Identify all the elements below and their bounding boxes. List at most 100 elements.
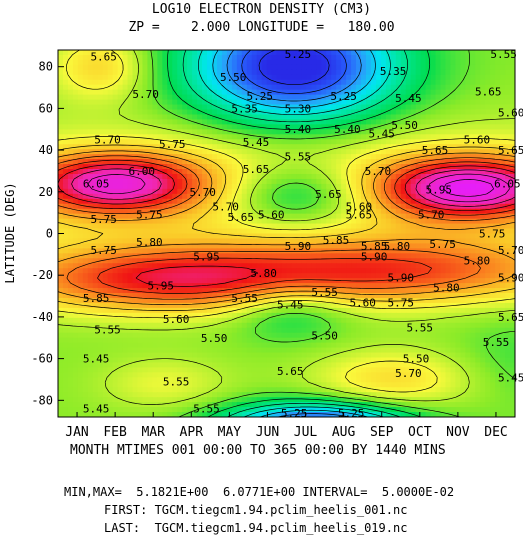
fill-cell xyxy=(261,183,268,190)
fill-cell xyxy=(256,69,263,76)
fill-cell xyxy=(311,173,317,180)
fill-cell xyxy=(316,223,322,230)
fill-cell xyxy=(77,307,84,314)
fill-cell xyxy=(231,159,238,165)
fill-cell xyxy=(281,198,288,205)
fill-cell xyxy=(271,213,278,220)
fill-cell xyxy=(192,169,198,175)
fill-cell xyxy=(112,183,119,190)
fill-cell xyxy=(192,144,198,150)
fill-cell xyxy=(296,208,302,215)
fill-cell xyxy=(216,129,223,135)
fill-cell xyxy=(137,109,144,116)
fill-cell xyxy=(172,50,178,56)
fill-cell xyxy=(182,268,188,274)
fill-cell xyxy=(92,208,99,215)
fill-cell xyxy=(495,169,501,175)
fill-cell xyxy=(157,154,163,160)
fill-cell xyxy=(405,203,412,210)
fill-cell xyxy=(410,69,417,76)
fill-cell xyxy=(465,278,471,284)
fill-cell xyxy=(306,218,312,225)
fill-cell xyxy=(192,129,198,135)
fill-cell xyxy=(410,50,417,56)
fill-cell xyxy=(510,208,515,215)
fill-cell xyxy=(87,293,94,299)
fill-cell xyxy=(241,169,248,175)
fill-cell xyxy=(216,208,223,215)
fill-cell xyxy=(331,119,337,125)
fill-cell xyxy=(152,288,158,294)
fill-cell xyxy=(82,188,89,195)
fill-cell xyxy=(311,203,317,210)
fill-cell xyxy=(336,307,342,314)
fill-cell xyxy=(207,312,213,319)
fill-cell xyxy=(67,223,74,230)
fill-cell xyxy=(311,69,317,76)
fill-cell xyxy=(311,94,317,101)
fill-cell xyxy=(112,124,119,130)
fill-cell xyxy=(207,164,213,170)
fill-cell xyxy=(211,124,218,130)
fill-cell xyxy=(182,218,188,225)
fill-cell xyxy=(202,99,208,106)
fill-cell xyxy=(246,119,253,125)
fill-cell xyxy=(370,288,377,294)
fill-cell xyxy=(331,198,337,205)
fill-cell xyxy=(77,173,84,180)
fill-cell xyxy=(132,317,139,324)
fill-cell xyxy=(58,84,64,91)
fill-cell xyxy=(336,213,342,220)
fill-cell xyxy=(341,253,347,259)
fill-cell xyxy=(127,159,134,165)
fill-cell xyxy=(172,198,178,205)
fill-cell xyxy=(505,89,511,96)
fill-cell xyxy=(67,119,74,125)
fill-cell xyxy=(390,54,397,61)
fill-cell xyxy=(162,79,168,86)
fill-cell xyxy=(306,273,312,279)
fill-cell xyxy=(460,248,466,254)
fill-cell xyxy=(221,134,228,140)
fill-cell xyxy=(187,173,193,180)
fill-cell xyxy=(122,159,129,165)
fill-cell xyxy=(246,218,253,225)
fill-cell xyxy=(380,50,387,56)
fill-cell xyxy=(500,114,506,121)
fill-cell xyxy=(92,139,99,145)
fill-cell xyxy=(251,154,258,160)
fill-cell xyxy=(97,104,104,111)
fill-cell xyxy=(132,302,139,309)
fill-cell xyxy=(276,293,283,299)
fill-cell xyxy=(132,193,139,200)
fill-cell xyxy=(67,124,74,130)
fill-cell xyxy=(276,188,283,195)
fill-cell xyxy=(385,89,392,96)
fill-cell xyxy=(236,228,243,235)
fill-cell xyxy=(162,278,168,284)
fill-cell xyxy=(356,159,362,165)
fill-cell xyxy=(380,233,387,240)
fill-cell xyxy=(226,288,233,294)
fill-cell xyxy=(495,59,501,66)
fill-cell xyxy=(490,288,496,294)
fill-cell xyxy=(470,223,476,230)
fill-cell xyxy=(122,268,129,274)
fill-cell xyxy=(375,223,382,230)
fill-cell xyxy=(356,139,362,145)
fill-cell xyxy=(405,238,412,245)
fill-cell xyxy=(361,173,367,180)
fill-cell xyxy=(465,114,471,121)
fill-cell xyxy=(306,109,312,116)
fill-cell xyxy=(122,124,129,130)
fill-cell xyxy=(435,253,442,259)
fill-cell xyxy=(172,178,178,185)
fill-cell xyxy=(132,59,139,66)
fill-cell xyxy=(162,104,168,111)
fill-cell xyxy=(207,144,213,150)
fill-cell xyxy=(435,297,442,304)
fill-cell xyxy=(306,114,312,121)
fill-cell xyxy=(82,233,89,240)
fill-cell xyxy=(375,104,382,111)
fill-cell xyxy=(361,238,367,245)
